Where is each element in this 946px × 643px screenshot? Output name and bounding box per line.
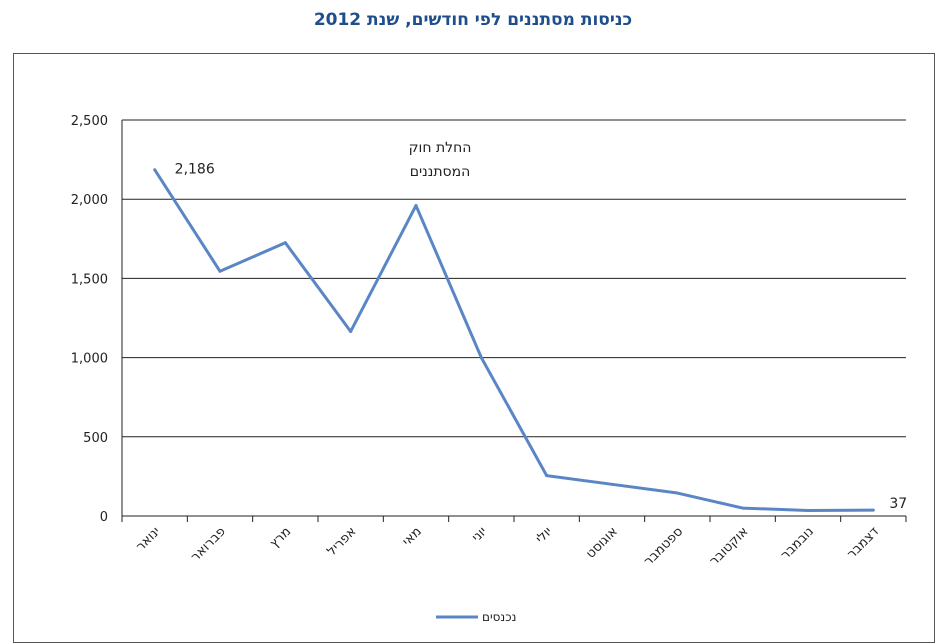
data-point <box>414 204 418 208</box>
annotation-label: החלת חוק <box>409 140 472 156</box>
data-label: 37 <box>889 496 907 512</box>
data-point <box>675 491 679 495</box>
data-point <box>871 508 875 512</box>
x-tick-label: ספטמבר <box>641 524 686 569</box>
y-tick-label: 2,000 <box>71 193 108 208</box>
data-point <box>479 356 483 360</box>
y-tick-label: 1,000 <box>71 352 108 367</box>
data-point <box>153 168 157 172</box>
x-tick-label: נובמבר <box>778 524 817 563</box>
data-point <box>741 506 745 510</box>
data-point <box>283 241 287 245</box>
series-line <box>153 168 874 512</box>
y-tick-label: 2,500 <box>71 114 108 129</box>
x-tick-label: פברואר <box>188 524 229 565</box>
annotation-label: המסתננים <box>410 164 471 180</box>
y-tick-label: 0 <box>100 510 108 525</box>
chart-title: כניסות מסתננים לפי חודשים, שנת 2012 <box>313 10 633 30</box>
x-tick-label: מרץ <box>267 524 294 551</box>
data-point <box>806 508 810 512</box>
legend-label: נכנסים <box>482 610 516 624</box>
data-point <box>218 269 222 273</box>
x-tick-label: דצמבר <box>844 524 882 562</box>
data-point <box>545 474 549 478</box>
x-tick-label: אוקטובר <box>707 524 752 569</box>
y-tick-label: 500 <box>83 431 108 446</box>
x-tick-label: מאי <box>400 524 425 549</box>
x-tick-label: אוגוסט <box>583 524 620 561</box>
y-tick-label: 1,500 <box>71 272 108 287</box>
data-point <box>349 329 353 333</box>
x-tick-label: יולי <box>533 524 556 547</box>
data-label: 2,186 <box>175 162 215 178</box>
x-tick-label: ינואר <box>133 524 163 554</box>
x-tick-label: אפריל <box>325 524 360 559</box>
data-point <box>610 482 614 486</box>
x-tick-label: יוני <box>469 524 490 545</box>
